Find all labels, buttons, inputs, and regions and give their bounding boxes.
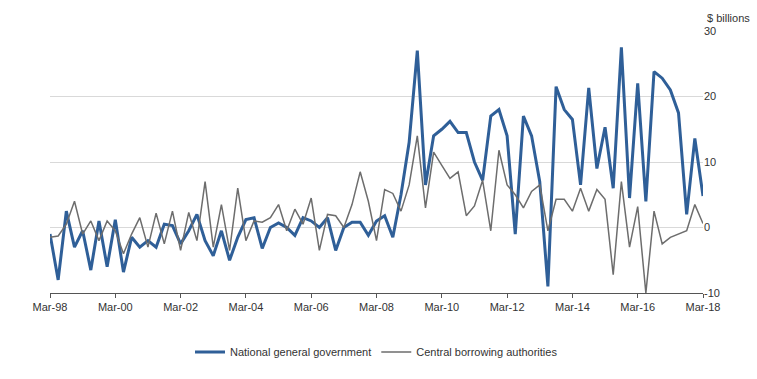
svg-text:$ billions: $ billions	[707, 12, 750, 24]
svg-text:Mar-04: Mar-04	[228, 301, 263, 313]
svg-text:Mar-18: Mar-18	[686, 301, 721, 313]
svg-text:Mar-10: Mar-10	[424, 301, 459, 313]
svg-text:Central borrowing authorities: Central borrowing authorities	[416, 346, 557, 358]
svg-text:Mar-02: Mar-02	[163, 301, 198, 313]
svg-text:30: 30	[704, 25, 716, 37]
svg-text:Mar-16: Mar-16	[620, 301, 655, 313]
svg-text:Mar-98: Mar-98	[33, 301, 68, 313]
svg-text:Mar-12: Mar-12	[490, 301, 525, 313]
svg-text:-10: -10	[704, 287, 720, 299]
svg-text:National general government: National general government	[230, 346, 371, 358]
svg-text:Mar-14: Mar-14	[555, 301, 590, 313]
svg-text:Mar-00: Mar-00	[98, 301, 133, 313]
svg-text:Mar-08: Mar-08	[359, 301, 394, 313]
svg-text:10: 10	[704, 156, 716, 168]
svg-text:0: 0	[704, 221, 710, 233]
svg-text:20: 20	[704, 90, 716, 102]
svg-text:Mar-06: Mar-06	[294, 301, 329, 313]
